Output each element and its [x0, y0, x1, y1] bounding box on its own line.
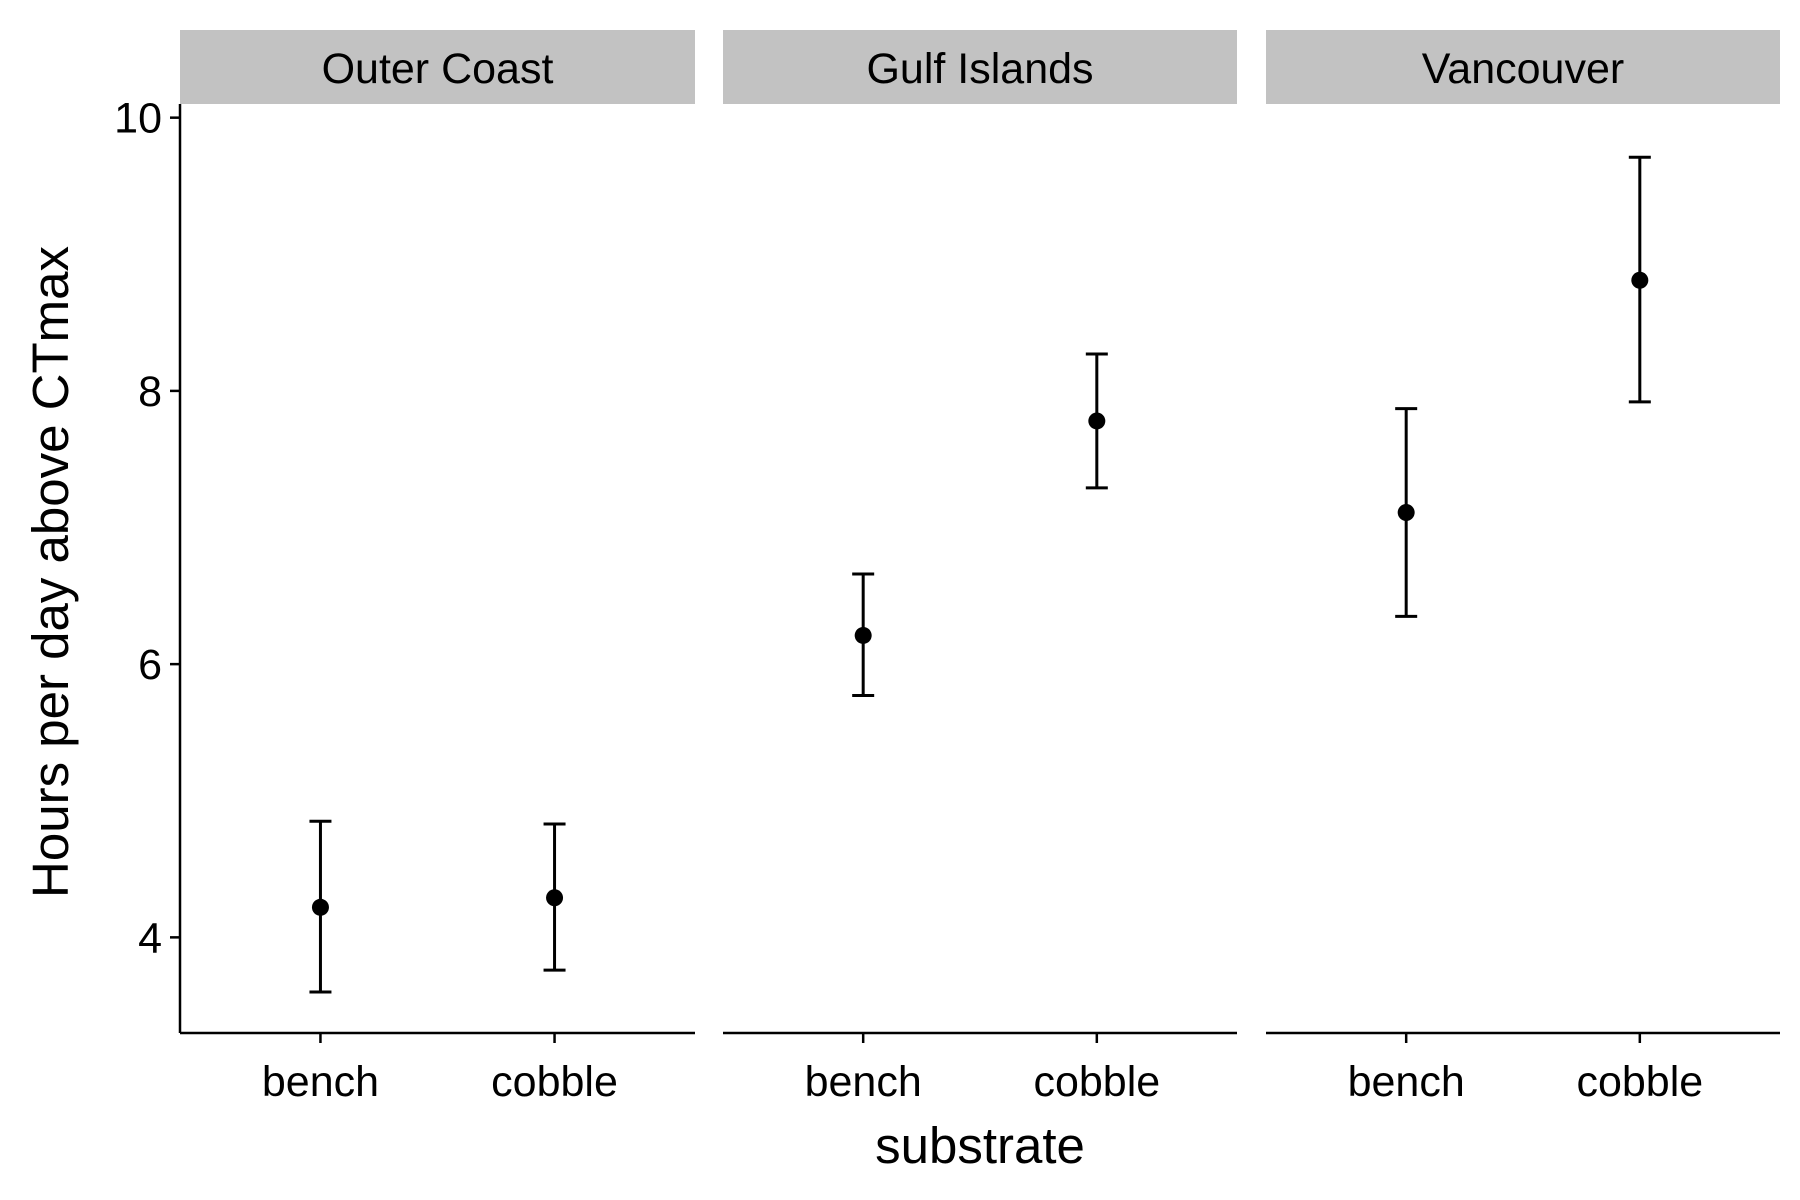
y-tick-label-10: 10 [114, 95, 162, 143]
axes: bench cobble bench cobble bench cobble 4 6 8 10 [114, 95, 1780, 1106]
facet-strip-outer-coast [180, 30, 695, 104]
x-axis-title: substrate [875, 1117, 1085, 1174]
point-range-vancouver-cobble [1628, 155, 1651, 404]
y-tick-label-8: 8 [138, 368, 162, 416]
data-marks [309, 155, 1651, 994]
x-tick-label-vancouver-cobble: cobble [1576, 1058, 1703, 1106]
point-range-gulf-islands-bench [852, 572, 875, 698]
facet-strips: Outer Coast Gulf Islands Vancouver [180, 30, 1780, 104]
y-tick-label-4: 4 [138, 914, 162, 962]
facet-strip-label-vancouver: Vancouver [1422, 45, 1624, 93]
facet-strip-vancouver [1266, 30, 1780, 104]
x-tick-label-gulf-islands-cobble: cobble [1033, 1058, 1160, 1106]
y-axis-title: Hours per day above CTmax [22, 246, 79, 898]
data-point [546, 889, 564, 907]
point-range-gulf-islands-cobble [1085, 352, 1108, 490]
x-tick-label-outer-coast-bench: bench [262, 1058, 379, 1106]
point-range-outer-coast-bench [309, 819, 332, 994]
y-tick-label-6: 6 [138, 641, 162, 689]
x-tick-label-outer-coast-cobble: cobble [491, 1058, 618, 1106]
x-tick-label-gulf-islands-bench: bench [805, 1058, 922, 1106]
data-point [311, 898, 329, 916]
facet-strip-label-outer-coast: Outer Coast [322, 45, 554, 93]
facet-strip-gulf-islands [723, 30, 1237, 104]
data-point [1631, 271, 1649, 289]
data-point [854, 626, 872, 644]
data-point [1397, 503, 1415, 521]
data-point [1088, 412, 1106, 430]
point-range-outer-coast-cobble [543, 822, 566, 972]
x-tick-label-vancouver-bench: bench [1348, 1058, 1465, 1106]
point-range-vancouver-bench [1395, 407, 1418, 618]
facet-strip-label-gulf-islands: Gulf Islands [866, 45, 1093, 93]
